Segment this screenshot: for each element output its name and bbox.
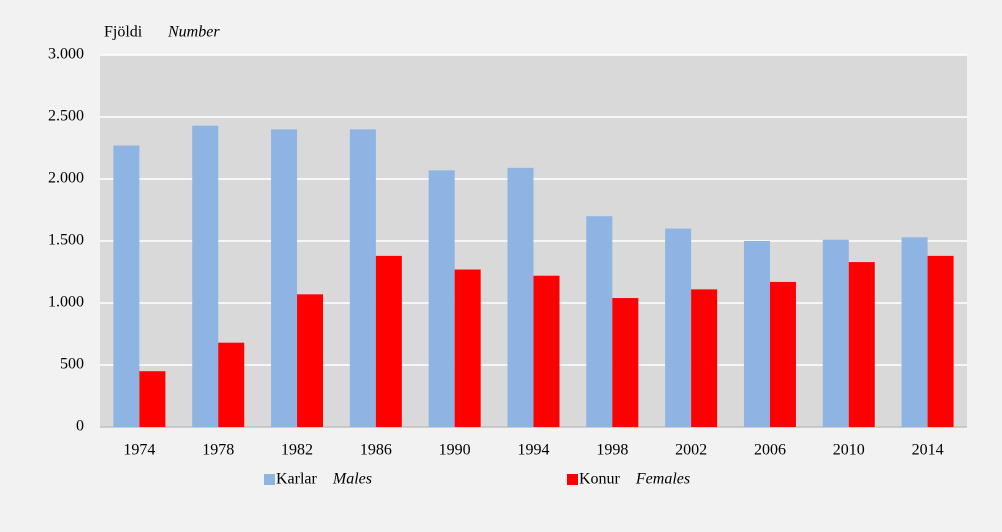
legend-label-en: Females bbox=[635, 471, 690, 488]
y-tick-label: 2.500 bbox=[48, 108, 84, 125]
x-tick-label: 1974 bbox=[123, 442, 155, 459]
x-tick-label: 2002 bbox=[675, 442, 707, 459]
bar bbox=[297, 294, 324, 427]
bar bbox=[139, 371, 166, 427]
bar bbox=[192, 125, 219, 428]
bar bbox=[848, 262, 875, 427]
legend-swatch bbox=[567, 474, 578, 485]
y-tick-label: 0 bbox=[76, 418, 84, 435]
bar bbox=[691, 289, 718, 427]
x-tick-label: 1994 bbox=[518, 442, 550, 459]
y-axis-label: Fjöldi bbox=[104, 24, 143, 41]
legend-label: Konur bbox=[579, 471, 621, 488]
y-tick-label: 1.500 bbox=[48, 232, 84, 249]
bar bbox=[612, 298, 639, 427]
bar bbox=[901, 237, 928, 427]
legend-label: Karlar bbox=[276, 471, 318, 488]
y-tick-label: 2.000 bbox=[48, 170, 84, 187]
y-tick-label: 500 bbox=[60, 356, 84, 373]
bar bbox=[665, 228, 692, 427]
bar bbox=[218, 342, 245, 427]
x-tick-label: 1982 bbox=[281, 442, 313, 459]
bar bbox=[375, 255, 402, 427]
x-tick-label: 2006 bbox=[754, 442, 786, 459]
bar bbox=[454, 269, 481, 427]
x-tick-label: 1990 bbox=[439, 442, 471, 459]
bar bbox=[769, 281, 796, 427]
x-tick-label: 1998 bbox=[596, 442, 628, 459]
bar bbox=[507, 167, 534, 427]
legend-swatch bbox=[264, 474, 275, 485]
bar bbox=[927, 255, 954, 427]
x-tick-label: 1978 bbox=[202, 442, 234, 459]
y-tick-label: 3.000 bbox=[48, 46, 84, 63]
legend-label-en: Males bbox=[332, 471, 372, 488]
y-axis-label-en: Number bbox=[167, 24, 220, 41]
bar bbox=[428, 170, 455, 427]
bar bbox=[271, 129, 298, 427]
bar bbox=[743, 241, 770, 427]
bar bbox=[822, 239, 849, 427]
bar bbox=[586, 216, 613, 427]
x-tick-label: 2014 bbox=[912, 442, 944, 459]
x-tick-label: 2010 bbox=[833, 442, 865, 459]
bar bbox=[533, 275, 560, 427]
x-tick-label: 1986 bbox=[360, 442, 392, 459]
bar bbox=[113, 145, 140, 427]
bar bbox=[349, 129, 376, 427]
y-tick-label: 1.000 bbox=[48, 294, 84, 311]
